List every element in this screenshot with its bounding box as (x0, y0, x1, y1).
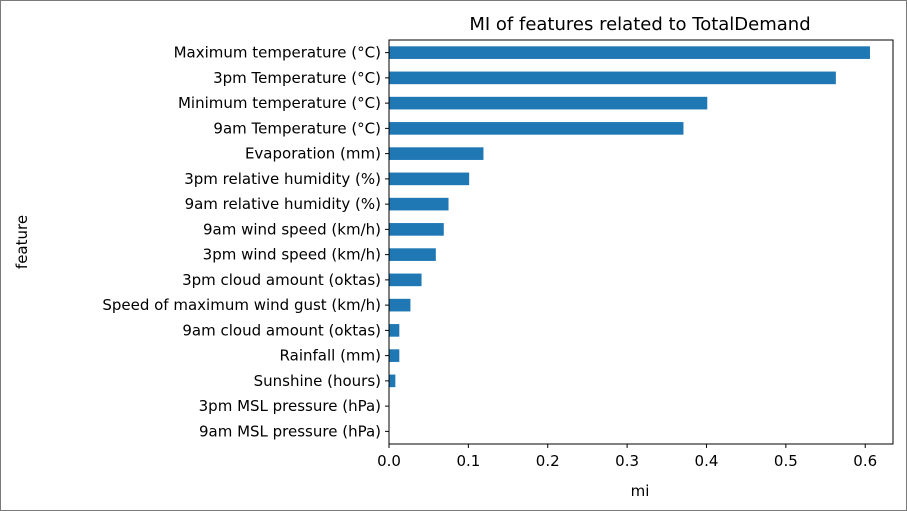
y-tick-label: Maximum temperature (°C) (174, 44, 381, 62)
bar (389, 197, 449, 211)
bar (389, 172, 470, 186)
y-tick-label: 9am cloud amount (oktas) (182, 321, 381, 339)
y-tick-label: Minimum temperature (°C) (178, 94, 381, 112)
bar (389, 147, 484, 160)
x-tick-label: 0.6 (853, 452, 877, 470)
y-tick-label: 3pm relative humidity (%) (184, 170, 381, 188)
x-tick-label: 0.1 (456, 452, 480, 470)
x-tick-label: 0.2 (536, 452, 560, 470)
bar (389, 71, 836, 85)
bars-group (389, 46, 870, 388)
x-tick-label: 0.0 (377, 452, 401, 470)
bar (389, 273, 422, 287)
x-axis-label: mi (631, 482, 650, 500)
y-tick-label: 3pm MSL pressure (hPa) (199, 397, 381, 415)
y-tick-label: 9am wind speed (km/h) (203, 220, 381, 238)
x-ticks: 0.0 0.1 0.2 0.3 0.4 0.5 0.6 (377, 444, 877, 470)
y-tick-label: 3pm Temperature (°C) (213, 69, 381, 87)
y-tick-label: 9am MSL pressure (hPa) (199, 422, 381, 440)
x-tick-label: 0.5 (774, 452, 798, 470)
plot-area-frame (388, 39, 894, 445)
y-tick-label: Rainfall (mm) (280, 347, 381, 365)
bar (389, 46, 870, 59)
y-tick-label: 3pm cloud amount (oktas) (182, 271, 381, 289)
bar (389, 122, 684, 135)
bar (389, 298, 411, 312)
x-tick-label: 0.4 (695, 452, 719, 470)
bar (389, 96, 708, 110)
y-tick-label: 3pm wind speed (km/h) (203, 246, 381, 264)
y-tick-label: 9am Temperature (°C) (213, 119, 381, 137)
y-axis-label: feature (13, 215, 31, 269)
y-tick-labels: Maximum temperature (°C) 3pm Temperature … (102, 44, 389, 440)
bar (389, 349, 400, 362)
y-tick-label: Evaporation (mm) (245, 145, 381, 163)
chart-title: MI of features related to TotalDemand (469, 14, 810, 35)
bar (389, 324, 400, 337)
y-tick-label: Sunshine (hours) (254, 372, 381, 390)
bar (389, 374, 396, 388)
y-tick-label: Speed of maximum wind gust (km/h) (102, 296, 381, 314)
y-tick-label: 9am relative humidity (%) (185, 195, 381, 213)
x-tick-label: 0.3 (615, 452, 639, 470)
bar (389, 223, 444, 236)
bar (389, 248, 436, 261)
